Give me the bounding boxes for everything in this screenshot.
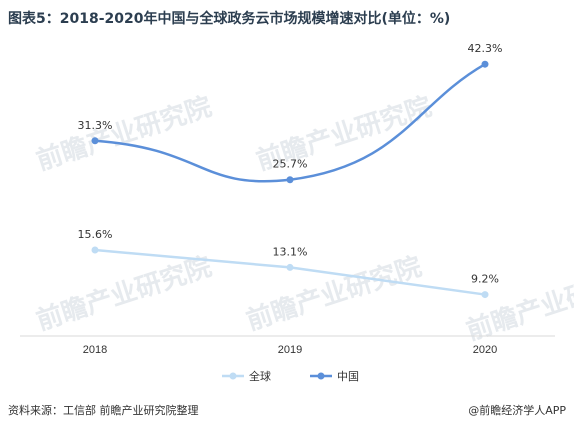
chart-title: 图表5：2018-2020年中国与全球政务云市场规模增速对比(单位：%) — [8, 11, 451, 27]
source-note: 资料来源：工信部 前瞻产业研究院整理 — [8, 404, 199, 417]
data-point — [91, 246, 99, 254]
series-china: 31.3% 25.7% 42.3% — [78, 42, 503, 184]
data-point — [286, 263, 294, 271]
legend: 全球 中国 — [222, 369, 359, 383]
legend-label: 全球 — [249, 369, 271, 383]
data-label: 13.1% — [273, 245, 308, 258]
series-global: 15.6% 13.1% 9.2% — [78, 228, 499, 299]
data-label: 31.3% — [78, 119, 113, 132]
x-axis-ticks: 2018 2019 2020 — [83, 344, 497, 356]
x-tick-label: 2019 — [278, 344, 302, 356]
brand-label: @前瞻经济学人APP — [468, 404, 566, 417]
series-layer: 15.6% 13.1% 9.2% 31.3% 25.7% 42.3% — [78, 42, 503, 299]
data-label: 25.7% — [273, 158, 308, 171]
watermark-text: 前瞻产业研究院 — [33, 251, 216, 337]
legend-swatch-marker — [317, 372, 325, 380]
data-point — [481, 291, 489, 299]
data-point — [481, 60, 489, 68]
legend-label: 中国 — [337, 370, 359, 383]
watermark-text: 前瞻产业研究院 — [243, 251, 426, 337]
legend-swatch-marker — [229, 372, 237, 380]
x-tick-label: 2018 — [83, 344, 107, 356]
data-point — [286, 176, 294, 184]
data-label: 9.2% — [471, 273, 499, 286]
data-label: 15.6% — [78, 228, 113, 241]
data-point — [91, 137, 99, 145]
x-tick-label: 2020 — [473, 344, 497, 356]
data-label: 42.3% — [468, 42, 503, 55]
watermark-text: 前瞻产业研究院 — [33, 91, 216, 177]
